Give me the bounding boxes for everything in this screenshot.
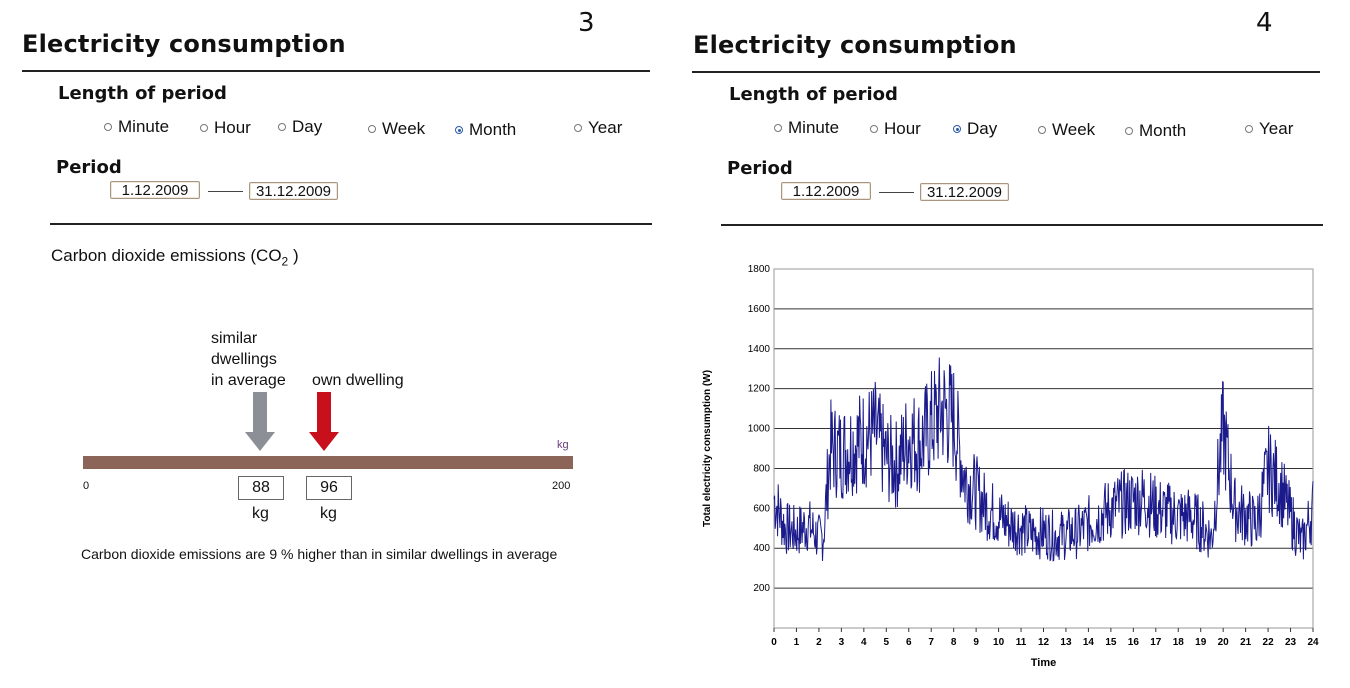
scale-min-label: 0	[83, 480, 90, 492]
radio-button-icon	[104, 123, 112, 131]
radio-button-icon	[278, 123, 286, 131]
y-tick-label: 1400	[748, 344, 771, 355]
radio-hour[interactable]: Hour	[870, 119, 921, 139]
y-tick-label: 200	[753, 583, 770, 594]
end-date-input[interactable]	[249, 182, 338, 200]
x-tick-label: 9	[973, 637, 979, 648]
own-dwelling-arrow-icon	[309, 392, 339, 451]
x-tick-label: 8	[951, 637, 957, 648]
x-tick-label: 5	[884, 637, 890, 648]
scale-max-label: 200	[552, 480, 571, 492]
radio-button-icon	[200, 124, 208, 132]
similar-value-box: 88	[238, 476, 284, 500]
radio-day[interactable]: Day	[953, 119, 997, 139]
x-tick-label: 24	[1307, 637, 1319, 648]
x-tick-label: 21	[1240, 637, 1252, 648]
panel-left: 3 Electricity consumption Length of peri…	[0, 0, 670, 688]
length-of-period-label: Length of period	[58, 83, 227, 104]
x-tick-label: 6	[906, 637, 912, 648]
date-range-dash	[879, 192, 914, 193]
own-value-box: 96	[306, 476, 352, 500]
x-tick-label: 11	[1016, 637, 1027, 648]
y-tick-label: 1800	[748, 264, 771, 275]
co2-comparison-text: Carbon dioxide emissions are 9 % higher …	[81, 546, 558, 562]
radio-month[interactable]: Month	[1125, 121, 1186, 141]
radio-button-icon	[455, 126, 463, 134]
radio-week[interactable]: Week	[368, 119, 425, 139]
radio-button-icon	[1245, 125, 1253, 133]
radio-button-icon	[368, 125, 376, 133]
radio-button-icon	[1125, 127, 1133, 135]
x-tick-label: 18	[1173, 637, 1185, 648]
y-axis-ticks: 200 400 600 800 1000 1200 1400 1600 1800	[748, 264, 771, 594]
radio-button-icon	[574, 124, 582, 132]
own-dwelling-label: own dwelling	[312, 372, 404, 389]
x-tick-label: 10	[993, 637, 1005, 648]
radio-year[interactable]: Year	[1245, 119, 1293, 139]
x-tick-label: 15	[1105, 637, 1117, 648]
radio-button-icon	[870, 125, 878, 133]
radio-button-icon	[774, 124, 782, 132]
radio-week[interactable]: Week	[1038, 120, 1095, 140]
y-tick-label: 1200	[748, 384, 771, 395]
y-tick-label: 1000	[748, 424, 771, 435]
similar-dwellings-arrow-icon	[245, 392, 275, 451]
similar-unit-label: kg	[252, 505, 269, 522]
start-date-input[interactable]	[110, 181, 200, 199]
x-tick-label: 22	[1263, 637, 1275, 648]
co2-section-title: Carbon dioxide emissions (CO2 )	[51, 246, 299, 269]
x-tick-label: 12	[1038, 637, 1050, 648]
x-tick-label: 13	[1060, 637, 1072, 648]
y-tick-label: 400	[753, 543, 770, 554]
panel-right: 4 Electricity consumption Length of peri…	[670, 0, 1350, 688]
radio-minute[interactable]: Minute	[774, 118, 839, 138]
y-axis-label: Total electricity consumption (W)	[702, 370, 713, 527]
y-tick-label: 1600	[748, 304, 771, 315]
x-tick-label: 0	[771, 637, 777, 648]
radio-year[interactable]: Year	[574, 118, 622, 138]
date-range-dash	[208, 191, 243, 192]
page-number: 3	[578, 8, 595, 38]
x-tick-label: 2	[816, 637, 822, 648]
x-tick-label: 16	[1128, 637, 1140, 648]
period-label: Period	[56, 157, 122, 178]
x-tick-label: 14	[1083, 637, 1095, 648]
radio-hour[interactable]: Hour	[200, 118, 251, 138]
x-tick-label: 7	[928, 637, 934, 648]
section-divider	[721, 224, 1323, 226]
title-divider	[22, 70, 650, 72]
x-axis-ticks: 0 1 2 3 4 5 6 7 8 9 10 11 12 13 14 15 16 17 18 19 20 21 22 23 24	[771, 628, 1319, 648]
x-tick-label: 4	[861, 637, 867, 648]
consumption-series-line	[773, 357, 1314, 562]
page-title: Electricity consumption	[693, 31, 1017, 59]
title-divider	[692, 71, 1320, 73]
x-tick-label: 19	[1195, 637, 1207, 648]
x-tick-label: 20	[1218, 637, 1230, 648]
radio-day[interactable]: Day	[278, 117, 322, 137]
period-label: Period	[727, 158, 793, 179]
x-tick-label: 23	[1285, 637, 1297, 648]
co2-scale-bar	[83, 456, 573, 469]
page-number: 4	[1256, 8, 1273, 38]
own-unit-label: kg	[320, 505, 337, 522]
similar-dwellings-label: similar dwellings in average	[211, 330, 286, 389]
length-of-period-label: Length of period	[729, 84, 898, 105]
section-divider	[50, 223, 652, 225]
x-tick-label: 17	[1150, 637, 1162, 648]
y-tick-label: 600	[753, 503, 770, 514]
page-title: Electricity consumption	[22, 30, 346, 58]
y-tick-label: 800	[753, 463, 770, 474]
bar-unit-label: kg	[557, 439, 569, 451]
radio-button-icon	[1038, 126, 1046, 134]
x-tick-label: 3	[839, 637, 845, 648]
radio-month[interactable]: Month	[455, 120, 516, 140]
radio-button-icon	[953, 125, 961, 133]
radio-minute[interactable]: Minute	[104, 117, 169, 137]
x-axis-label: Time	[1031, 657, 1056, 669]
start-date-input[interactable]	[781, 182, 871, 200]
x-tick-label: 1	[794, 637, 800, 648]
end-date-input[interactable]	[920, 183, 1009, 201]
